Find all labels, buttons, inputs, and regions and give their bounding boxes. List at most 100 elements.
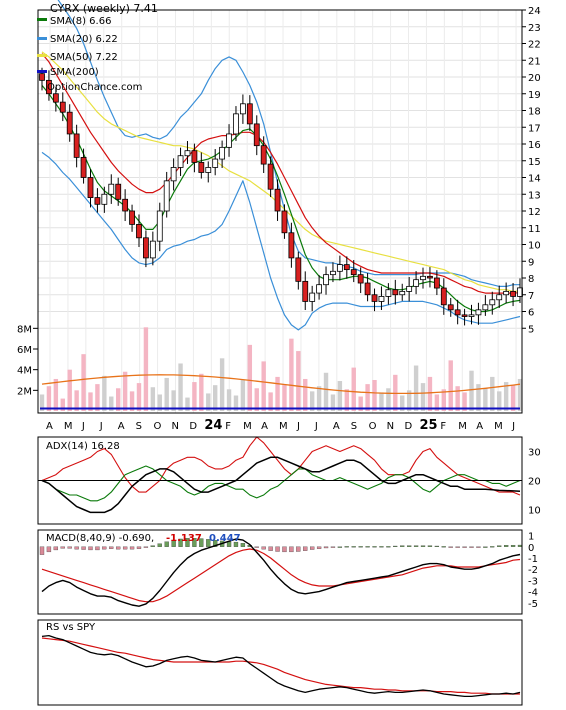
price-tick-label: 22 <box>528 40 541 51</box>
candle-body <box>447 304 454 311</box>
volume-bar <box>74 390 79 411</box>
volume-bar <box>420 383 426 411</box>
macd-histogram-bar <box>517 544 523 547</box>
volume-bar <box>441 389 446 411</box>
candle-body <box>385 289 392 297</box>
macd-histogram-bar <box>386 546 391 548</box>
candle-body <box>420 275 426 281</box>
volume-tick-label: 4M <box>17 366 32 377</box>
volume-bar <box>136 383 142 411</box>
volume-bar <box>517 378 523 411</box>
volume-bar <box>268 392 273 411</box>
macd-signal-line <box>41 548 521 603</box>
candle-body <box>191 150 198 163</box>
macd-histogram-bar <box>296 546 301 552</box>
rs-title: RS vs SPY <box>46 622 96 633</box>
macd-histogram-bar <box>455 546 460 548</box>
volume-bar <box>109 396 114 411</box>
macd-histogram-bar <box>427 545 433 547</box>
volume-bar <box>157 394 162 411</box>
x-tick-label: 25 <box>419 418 437 433</box>
candle-body <box>129 210 135 225</box>
macd-histogram-bar <box>240 543 246 547</box>
macd-histogram-bar <box>39 546 45 555</box>
macd-histogram-bar <box>53 546 59 551</box>
x-tick-label: J <box>314 421 318 432</box>
candle-body <box>253 123 260 147</box>
x-tick-label: S <box>136 421 142 432</box>
volume-bar <box>386 388 391 411</box>
candle-body <box>309 292 316 302</box>
macd-histogram-bar <box>268 546 273 551</box>
candle-body <box>496 294 503 301</box>
adx-line <box>41 456 521 514</box>
x-tick-label: D <box>189 421 197 432</box>
macd-histogram-bar <box>136 546 142 549</box>
volume-bar <box>400 395 405 411</box>
candle-body <box>468 314 475 317</box>
macd-histogram-bar <box>497 545 502 547</box>
price-tick-label: 14 <box>528 174 541 185</box>
macd-tick-label: -4 <box>528 588 538 599</box>
legend-sma8: SMA(8) 6.66 <box>50 16 111 27</box>
x-tick-label: M <box>243 421 252 432</box>
candle-body <box>46 79 52 95</box>
macd-histogram-bar <box>393 545 398 547</box>
volume-bar <box>233 395 239 411</box>
panel-frame-3 <box>37 619 523 706</box>
macd-histogram-bar <box>420 545 426 547</box>
candle-body <box>87 177 94 199</box>
volume-bar <box>219 358 225 411</box>
candle-body <box>392 289 399 296</box>
price-tick-label: 8 <box>528 274 534 285</box>
volume-bar <box>129 391 135 411</box>
volume-bar <box>455 386 460 411</box>
macd-histogram-bar <box>129 546 135 550</box>
macd-histogram-bar <box>261 546 266 550</box>
volume-bar <box>185 397 190 411</box>
candle-body <box>52 93 59 103</box>
volume-bar <box>510 385 516 411</box>
candle-body <box>73 133 80 158</box>
macd-histogram-bar <box>365 546 370 548</box>
rs-line <box>41 634 521 698</box>
legend-sma50: SMA(50) 7.22 <box>50 52 118 63</box>
x-tick-label: N <box>387 421 394 432</box>
macd-histogram-bar <box>95 546 100 551</box>
macd-histogram-bar <box>476 546 481 548</box>
candle-body <box>302 280 309 302</box>
volume-bar <box>102 375 107 411</box>
x-tick-label: A <box>333 421 340 432</box>
legend-swatch-sma20 <box>37 37 47 40</box>
candle-body <box>482 304 489 311</box>
x-tick-label: M <box>64 421 73 432</box>
macd-histogram-bar <box>67 546 72 549</box>
macd-tick-label: -2 <box>528 565 538 576</box>
candle-body <box>350 269 357 276</box>
candle-body <box>267 163 274 190</box>
volume-bar <box>95 384 100 411</box>
volume-bar <box>365 384 370 411</box>
volume-bar <box>81 354 86 411</box>
volume-bar <box>303 378 308 411</box>
sma8-line <box>41 85 521 313</box>
x-tick-label: A <box>46 421 53 432</box>
volume-bar <box>469 370 474 411</box>
volume-bar <box>351 367 356 411</box>
adx-tick-label: 30 <box>528 448 541 459</box>
price-tick-label: 18 <box>528 107 541 118</box>
price-tick-label: 21 <box>528 56 541 67</box>
candle-body <box>170 167 177 182</box>
candle-body <box>489 299 496 306</box>
bollinger-lower <box>41 151 521 331</box>
volume-bar <box>434 394 440 411</box>
volume-bar <box>316 386 322 411</box>
macd-histogram-bar <box>337 546 343 548</box>
volume-bar <box>67 369 72 411</box>
candle-body <box>454 309 461 316</box>
candle-body <box>108 183 115 195</box>
candle-body <box>406 285 413 292</box>
volume-bar <box>199 373 204 411</box>
price-tick-label: 11 <box>528 224 541 235</box>
candle-body <box>115 183 122 200</box>
